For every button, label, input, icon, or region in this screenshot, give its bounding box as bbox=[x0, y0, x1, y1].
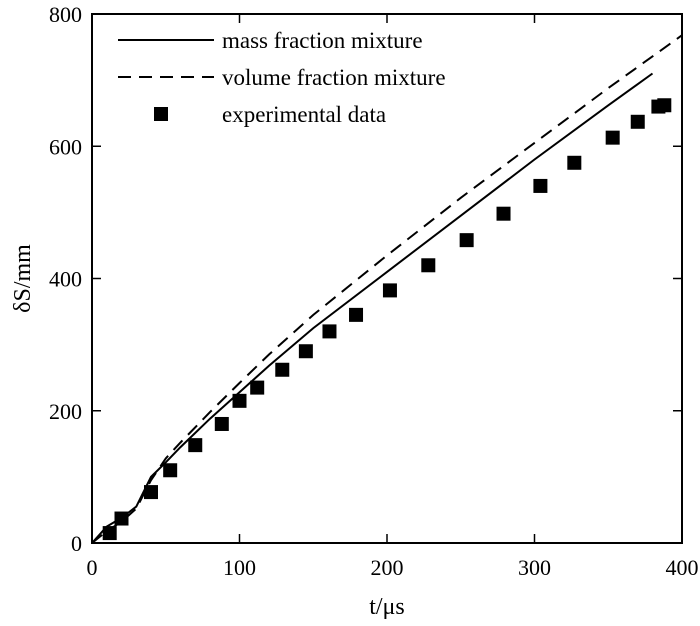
experimental-data-point bbox=[630, 114, 645, 129]
experimental-data-point bbox=[657, 98, 672, 113]
experimental-data-point bbox=[567, 155, 582, 170]
experimental-data-point bbox=[298, 344, 313, 359]
experimental-data-point bbox=[496, 206, 511, 221]
experimental-data-point bbox=[533, 178, 548, 193]
y-tick-label: 200 bbox=[49, 399, 82, 424]
series-layer bbox=[91, 34, 683, 544]
legend-label-mass-fraction-mixture: mass fraction mixture bbox=[222, 28, 423, 53]
legend-marker-experimental-data bbox=[154, 107, 168, 121]
x-tick-label: 0 bbox=[87, 555, 98, 580]
legend-label-volume-fraction-mixture: volume fraction mixture bbox=[222, 65, 446, 90]
x-tick-label: 200 bbox=[371, 555, 404, 580]
experimental-data-point bbox=[322, 324, 337, 339]
experimental-data-point bbox=[605, 130, 620, 145]
legend-label-experimental-data: experimental data bbox=[222, 102, 386, 127]
y-axis-label: δS/mm bbox=[10, 244, 36, 313]
experimental-data-point bbox=[459, 233, 474, 248]
volume-fraction-mixture-line bbox=[91, 34, 683, 544]
experimental-data-point bbox=[144, 485, 158, 500]
axes: 0 100 200 300 400 0 200 400 600 800 bbox=[49, 2, 699, 580]
x-axis-label: t/μs bbox=[369, 594, 405, 620]
experimental-data-point bbox=[188, 438, 203, 453]
plot-frame bbox=[91, 13, 683, 544]
experimental-data-point bbox=[421, 258, 436, 273]
experimental-data-point bbox=[382, 283, 397, 298]
experimental-data-point bbox=[349, 307, 364, 322]
y-tick-label: 600 bbox=[49, 134, 82, 159]
x-tick-label: 100 bbox=[223, 555, 256, 580]
experimental-data-point bbox=[250, 380, 265, 395]
experimental-data-point bbox=[214, 416, 229, 431]
experimental-data-point bbox=[232, 393, 247, 408]
x-tick-label: 300 bbox=[518, 555, 551, 580]
experimental-data-point bbox=[102, 526, 117, 541]
y-tick-label: 800 bbox=[49, 2, 82, 27]
experimental-data-point bbox=[275, 362, 290, 377]
y-tick-label: 400 bbox=[49, 267, 82, 292]
legend: mass fraction mixture volume fraction mix… bbox=[118, 28, 446, 127]
y-tick-label: 0 bbox=[71, 531, 82, 556]
x-tick-label: 400 bbox=[666, 555, 699, 580]
experimental-data-point bbox=[163, 463, 178, 478]
experimental-data-point bbox=[114, 511, 129, 526]
mass-fraction-mixture-line bbox=[91, 72, 654, 544]
